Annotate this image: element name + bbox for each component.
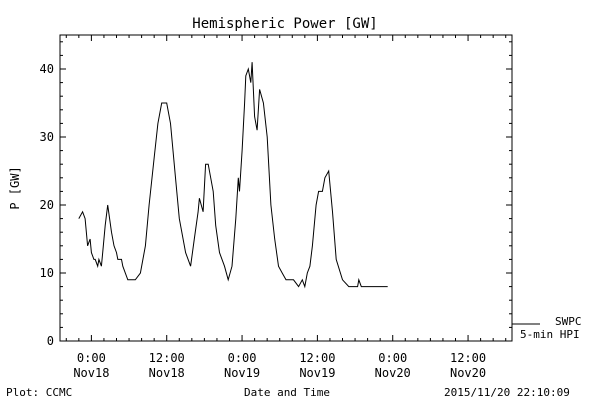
x-tick-label-date: Nov20 xyxy=(450,366,486,380)
y-tick-label: 40 xyxy=(40,62,54,76)
x-tick-label-date: Nov18 xyxy=(149,366,185,380)
x-ticks: 0:00Nov1812:00Nov180:00Nov1912:00Nov190:… xyxy=(65,35,507,380)
legend-label-5min-hpi: 5-min HPI xyxy=(520,328,580,341)
legend-label-swpc: SWPC xyxy=(555,315,582,328)
x-tick-label-time: 0:00 xyxy=(228,351,257,365)
x-tick-label-time: 0:00 xyxy=(77,351,106,365)
footer-right: 2015/11/20 22:10:09 xyxy=(444,386,570,399)
x-tick-label-time: 12:00 xyxy=(299,351,335,365)
series-swpc-line xyxy=(78,62,388,289)
footer-left: Plot: CCMC xyxy=(6,386,72,399)
y-tick-label: 30 xyxy=(40,130,54,144)
x-tick-label-time: 12:00 xyxy=(149,351,185,365)
y-tick-label: 20 xyxy=(40,198,54,212)
x-tick-label-date: Nov19 xyxy=(299,366,335,380)
x-tick-label-date: Nov19 xyxy=(224,366,260,380)
x-tick-label-time: 0:00 xyxy=(378,351,407,365)
y-axis-label: P [GW] xyxy=(8,166,22,209)
x-tick-label-date: Nov20 xyxy=(375,366,411,380)
chart-title: Hemispheric Power [GW] xyxy=(192,16,377,32)
y-ticks: 0 10 20 30 40 xyxy=(40,41,512,348)
y-tick-label: 0 xyxy=(47,334,54,348)
x-tick-label-date: Nov18 xyxy=(73,366,109,380)
x-tick-label-time: 12:00 xyxy=(450,351,486,365)
plot-frame xyxy=(59,34,513,342)
x-axis-label: Date and Time xyxy=(244,386,330,399)
y-tick-label: 10 xyxy=(40,266,54,280)
